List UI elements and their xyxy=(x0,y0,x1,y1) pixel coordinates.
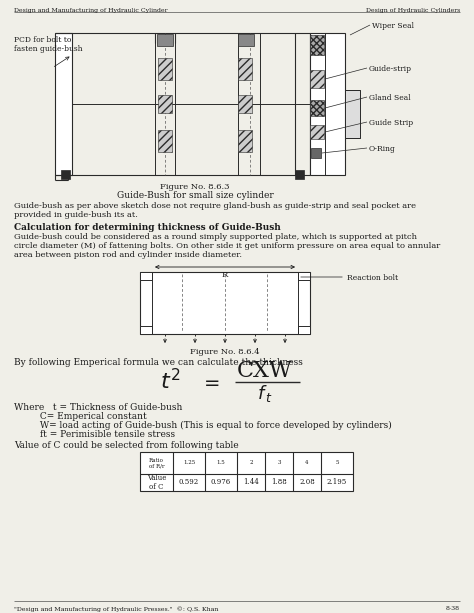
Text: area between piston rod and cylinder inside diameter.: area between piston rod and cylinder ins… xyxy=(14,251,242,259)
Bar xyxy=(61,170,70,179)
Text: Calculation for determining thickness of Guide-Bush: Calculation for determining thickness of… xyxy=(14,223,281,232)
Text: ft = Perimisible tensile stress: ft = Perimisible tensile stress xyxy=(14,430,175,439)
Bar xyxy=(298,272,310,280)
Text: Value of C could be selected from following table: Value of C could be selected from follow… xyxy=(14,441,238,450)
Text: CXW: CXW xyxy=(237,360,293,382)
Text: Guide-Bush for small size cylinder: Guide-Bush for small size cylinder xyxy=(117,191,273,200)
Text: Gland Seal: Gland Seal xyxy=(369,94,410,102)
Text: 1.44: 1.44 xyxy=(243,479,259,487)
Text: Guide-strip: Guide-strip xyxy=(369,65,412,73)
Bar xyxy=(238,58,252,80)
Text: Wiper Seal: Wiper Seal xyxy=(372,22,414,30)
Text: $f_{\,t}$: $f_{\,t}$ xyxy=(257,383,273,403)
Text: 2.08: 2.08 xyxy=(299,479,315,487)
Bar xyxy=(140,326,152,334)
Bar xyxy=(310,35,324,55)
Text: 5: 5 xyxy=(335,460,339,465)
Text: 3: 3 xyxy=(277,460,281,465)
Bar xyxy=(158,95,172,113)
Text: 2: 2 xyxy=(249,460,253,465)
Text: Figure No. 8.6.3: Figure No. 8.6.3 xyxy=(160,183,230,191)
Bar xyxy=(55,33,72,175)
Bar xyxy=(238,95,252,113)
Text: Design and Manufacturing of Hydraulic Cylinder: Design and Manufacturing of Hydraulic Cy… xyxy=(14,8,167,13)
Text: 0.976: 0.976 xyxy=(211,479,231,487)
Text: O-Ring: O-Ring xyxy=(369,145,396,153)
Text: Guide-bush as per above sketch dose not require gland-bush as guide-strip and se: Guide-bush as per above sketch dose not … xyxy=(14,202,416,210)
Text: Where   t = Thickness of Guide-bush: Where t = Thickness of Guide-bush xyxy=(14,403,182,412)
Bar xyxy=(298,326,310,334)
Text: Value
of C: Value of C xyxy=(147,474,166,491)
Text: R: R xyxy=(222,271,228,279)
Text: PCD for bolt to
fasten guide-bush: PCD for bolt to fasten guide-bush xyxy=(14,36,82,53)
Bar xyxy=(295,170,304,179)
Bar xyxy=(140,272,310,334)
Text: circle diameter (M) of fattening bolts. On other side it get uniform pressure on: circle diameter (M) of fattening bolts. … xyxy=(14,242,440,250)
Text: Reaction bolt: Reaction bolt xyxy=(347,274,398,282)
Bar xyxy=(158,130,172,152)
Text: provided in guide-bush its at.: provided in guide-bush its at. xyxy=(14,211,138,219)
Bar xyxy=(140,272,152,280)
Text: 1.88: 1.88 xyxy=(271,479,287,487)
Text: By following Emperical formula we can calculate the thickness: By following Emperical formula we can ca… xyxy=(14,358,303,367)
Bar xyxy=(345,90,360,138)
Bar xyxy=(238,34,254,46)
Bar xyxy=(157,34,173,46)
Text: C= Emperical constant: C= Emperical constant xyxy=(14,412,147,421)
Text: "Design and Manufacturing of Hydraulic Presses."  ©: Q.S. Khan: "Design and Manufacturing of Hydraulic P… xyxy=(14,606,219,612)
Text: Guide-bush could be considered as a round simply supported plate, which is suppo: Guide-bush could be considered as a roun… xyxy=(14,233,417,241)
Text: Guide Strip: Guide Strip xyxy=(369,119,413,127)
Text: 8-38: 8-38 xyxy=(446,606,460,611)
Bar xyxy=(140,452,353,491)
Bar xyxy=(238,130,252,152)
Bar xyxy=(310,33,345,175)
Text: W= load acting of Guide-bush (This is equal to force developed by cylinders): W= load acting of Guide-bush (This is eq… xyxy=(14,421,392,430)
Text: 4: 4 xyxy=(305,460,309,465)
Text: $=$: $=$ xyxy=(200,373,220,391)
Text: $\mathit{t}^{2}$: $\mathit{t}^{2}$ xyxy=(160,370,180,395)
Text: 0.592: 0.592 xyxy=(179,479,199,487)
Text: Design of Hydraulic Cylinders: Design of Hydraulic Cylinders xyxy=(365,8,460,13)
Text: 2.195: 2.195 xyxy=(327,479,347,487)
Bar xyxy=(310,125,324,139)
Bar xyxy=(311,148,321,158)
Text: Figure No. 8.6.4: Figure No. 8.6.4 xyxy=(190,348,260,356)
Bar xyxy=(310,100,324,116)
Text: Ratio
of R/r: Ratio of R/r xyxy=(149,457,164,468)
Bar xyxy=(158,58,172,80)
Bar xyxy=(310,70,324,88)
Text: 1.5: 1.5 xyxy=(217,460,225,465)
Text: 1.25: 1.25 xyxy=(183,460,195,465)
